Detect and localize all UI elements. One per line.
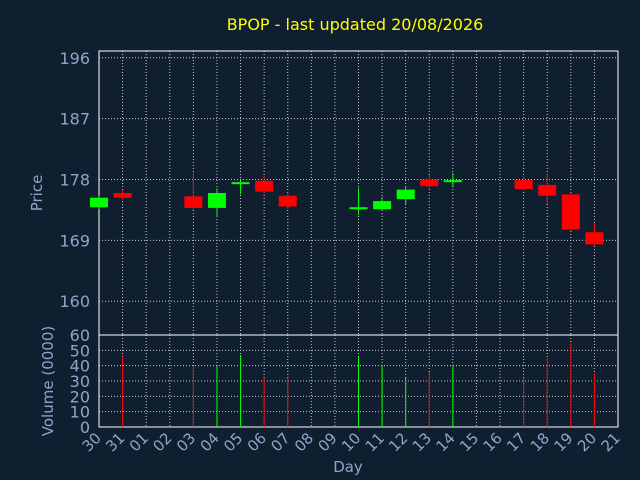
candle-body <box>207 193 226 208</box>
volume-tick-label: 0 <box>80 418 90 437</box>
candle-body <box>420 179 439 187</box>
x-tick-label: 19 <box>550 429 576 455</box>
x-tick-label: 02 <box>149 429 175 455</box>
candle-body <box>231 182 250 185</box>
candle-body <box>90 197 108 208</box>
volume-tick-label: 60 <box>70 326 90 345</box>
x-tick-label: 15 <box>456 429 482 455</box>
volume-tick-label: 10 <box>70 403 90 422</box>
x-tick-label: 20 <box>574 429 600 455</box>
price-tick-label: 178 <box>59 170 90 189</box>
chart-title: BPOP - last updated 20/08/2026 <box>227 15 484 34</box>
price-y-axis: 160 169 178 187 196 <box>59 49 90 311</box>
candle-body <box>514 180 533 189</box>
x-tick-label: 17 <box>503 429 529 455</box>
x-tick-label: 10 <box>338 429 364 455</box>
candle-body <box>443 180 462 183</box>
candle-body <box>373 201 392 210</box>
volume-axis-label: Volume (0000) <box>39 326 57 436</box>
candle-body <box>278 195 297 207</box>
price-tick-label: 169 <box>59 231 90 250</box>
x-tick-label: 16 <box>480 429 506 455</box>
price-tick-label: 187 <box>59 110 90 129</box>
candles <box>90 172 604 246</box>
x-tick-label: 07 <box>267 429 293 455</box>
x-tick-label: 14 <box>432 429 458 455</box>
x-tick-label: 04 <box>197 429 223 455</box>
x-tick-label: 03 <box>173 429 199 455</box>
candle-body <box>255 180 274 192</box>
candle-body <box>113 193 132 198</box>
x-tick-label: 11 <box>362 429 388 455</box>
x-tick-label: 08 <box>291 429 317 455</box>
x-tick-label: 05 <box>220 429 246 455</box>
x-tick-label: 09 <box>315 429 341 455</box>
x-axis: 3031010203040506070809101112131415161718… <box>79 429 624 455</box>
price-tick-label: 160 <box>59 292 90 311</box>
x-tick-label: 21 <box>598 429 624 455</box>
candle-body <box>184 196 203 208</box>
volume-tick-label: 30 <box>70 372 90 391</box>
x-tick-label: 18 <box>527 429 553 455</box>
volume-tick-label: 40 <box>70 357 90 376</box>
candle-body <box>538 184 557 196</box>
volume-tick-label: 50 <box>70 341 90 360</box>
candle-body <box>349 207 368 210</box>
x-tick-label: 06 <box>244 429 270 455</box>
x-tick-label: 12 <box>385 429 411 455</box>
candle-body <box>561 194 580 230</box>
candle-body <box>585 232 604 245</box>
x-tick-label: 13 <box>409 429 435 455</box>
price-axis-label: Price <box>28 175 46 212</box>
x-tick-label: 31 <box>102 429 128 455</box>
x-axis-label: Day <box>333 458 363 476</box>
price-tick-label: 196 <box>59 49 90 68</box>
volume-tick-label: 20 <box>70 387 90 406</box>
candle-body <box>396 189 415 200</box>
volume-bars <box>122 342 595 427</box>
x-tick-label: 01 <box>126 429 152 455</box>
